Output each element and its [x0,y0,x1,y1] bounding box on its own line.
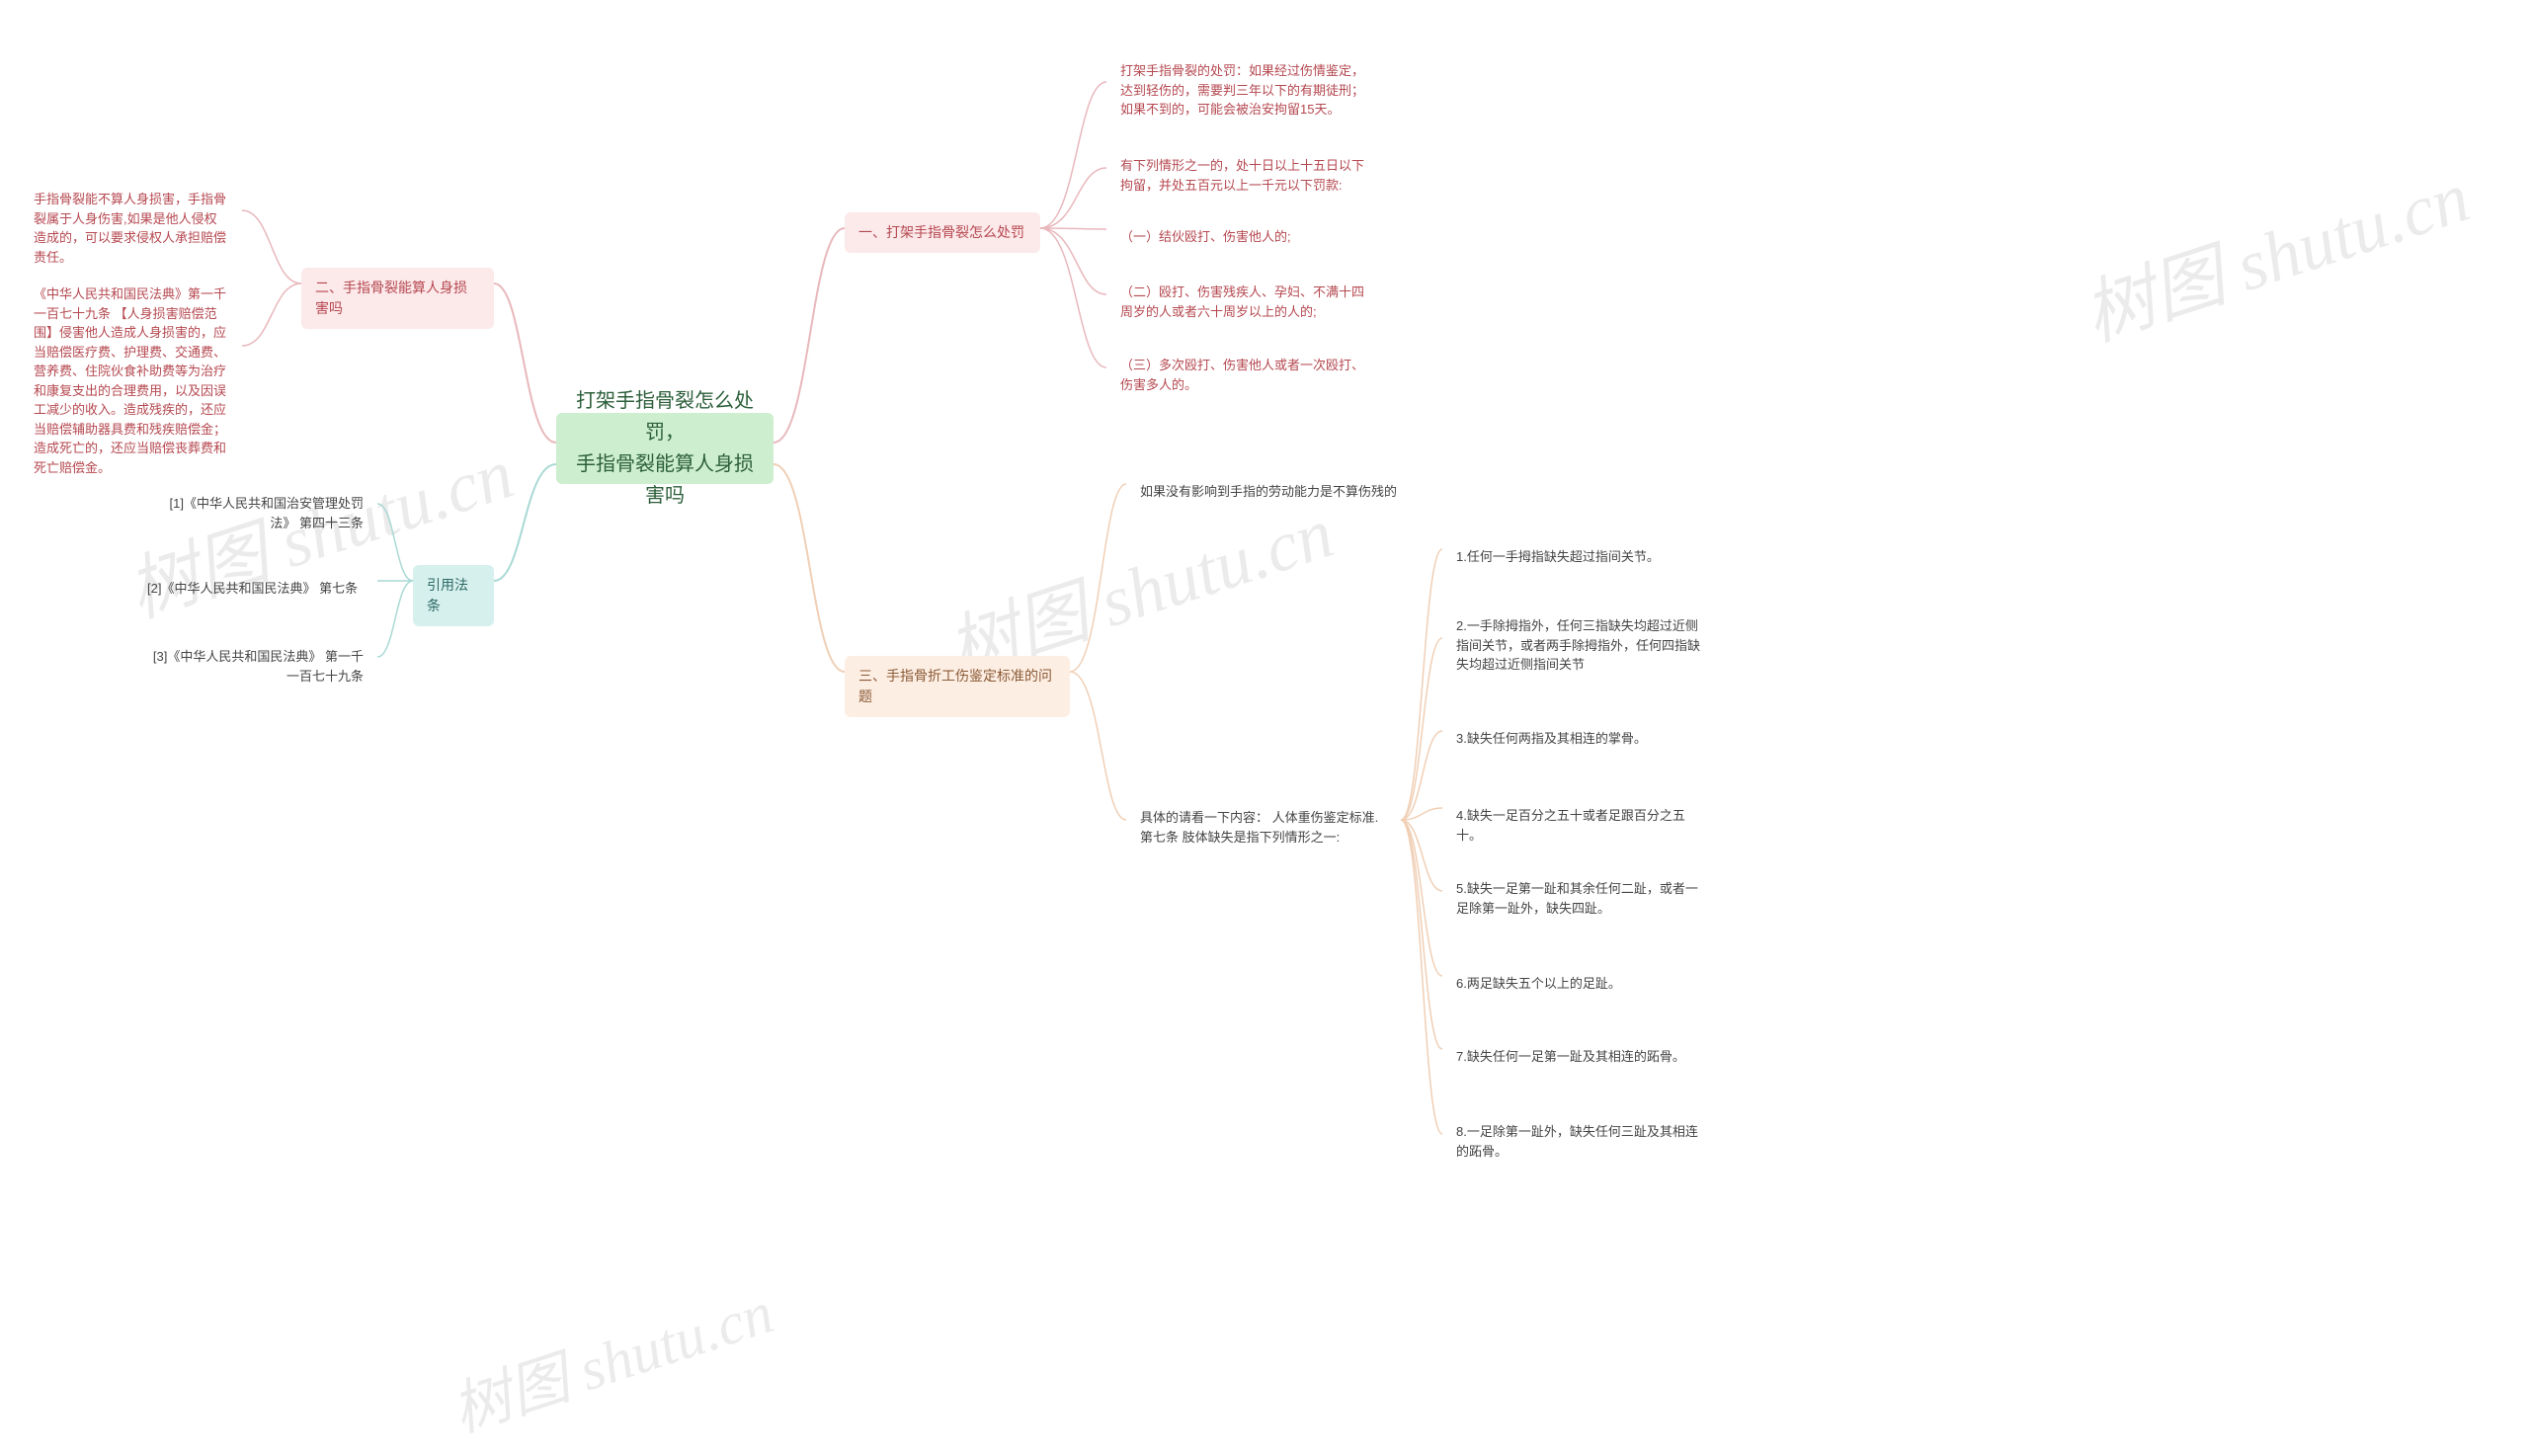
branch1-child-2: （一）结伙殴打、伤害他人的; [1106,217,1388,257]
branch1-child-3: （二）殴打、伤害残疾人、孕妇、不满十四周岁的人或者六十周岁以上的人的; [1106,273,1388,331]
branch4-child-1: [2]《中华人民共和国民法典》 第七条 [133,569,377,608]
branch3-item-2: 3.缺失任何两指及其相连的掌骨。 [1442,719,1719,759]
branch1-node: 一、打架手指骨裂怎么处罚 [845,212,1040,253]
branch4-node: 引用法条 [413,565,494,626]
branch3-item-0: 1.任何一手拇指缺失超过指间关节。 [1442,537,1719,577]
watermark: 树图 shutu.cn [440,1264,782,1449]
branch2-node: 二、手指骨裂能算人身损害吗 [301,268,494,329]
branch2-child-1: 《中华人民共和国民法典》第一千一百七十九条 【人身损害赔偿范围】侵害他人造成人身… [20,275,242,487]
branch3-item-1: 2.一手除拇指外，任何三指缺失均超过近侧指间关节，或者两手除拇指外，任何四指缺失… [1442,607,1719,685]
branch3-item-6: 7.缺失任何一足第一趾及其相连的跖骨。 [1442,1037,1719,1077]
branch3-item-4: 5.缺失一足第一趾和其余任何二趾，或者一足除第一趾外，缺失四趾。 [1442,869,1719,928]
branch1-child-0: 打架手指骨裂的处罚：如果经过伤情鉴定，达到轻伤的，需要判三年以下的有期徒刑；如果… [1106,51,1388,129]
watermark: 树图 shutu.cn [2069,138,2481,361]
branch3-item-5: 6.两足缺失五个以上的足趾。 [1442,964,1719,1004]
branch3-node: 三、手指骨折工伤鉴定标准的问题 [845,656,1070,717]
branch3-item-3: 4.缺失一足百分之五十或者足跟百分之五十。 [1442,796,1719,854]
branch3-item-7: 8.一足除第一趾外，缺失任何三趾及其相连的跖骨。 [1442,1112,1719,1171]
branch1-child-1: 有下列情形之一的，处十日以上十五日以下拘留，并处五百元以上一千元以下罚款: [1106,146,1388,204]
root-node: 打架手指骨裂怎么处罚， 手指骨裂能算人身损害吗 [556,413,774,484]
branch4-child-0: [1]《中华人民共和国治安管理处罚法》 第四十三条 [133,484,377,542]
branch2-child-0: 手指骨裂能不算人身损害，手指骨裂属于人身伤害,如果是他人侵权造成的，可以要求侵权… [20,180,242,277]
branch3-child2: 具体的请看一下内容： 人体重伤鉴定标准.第七条 肢体缺失是指下列情形之一: [1126,798,1401,856]
branch4-child-2: [3]《中华人民共和国民法典》 第一千一百七十九条 [133,637,377,695]
branch3-child1: 如果没有影响到手指的劳动能力是不算伤残的 [1126,472,1423,512]
branch1-child-4: （三）多次殴打、伤害他人或者一次殴打、伤害多人的。 [1106,346,1388,404]
